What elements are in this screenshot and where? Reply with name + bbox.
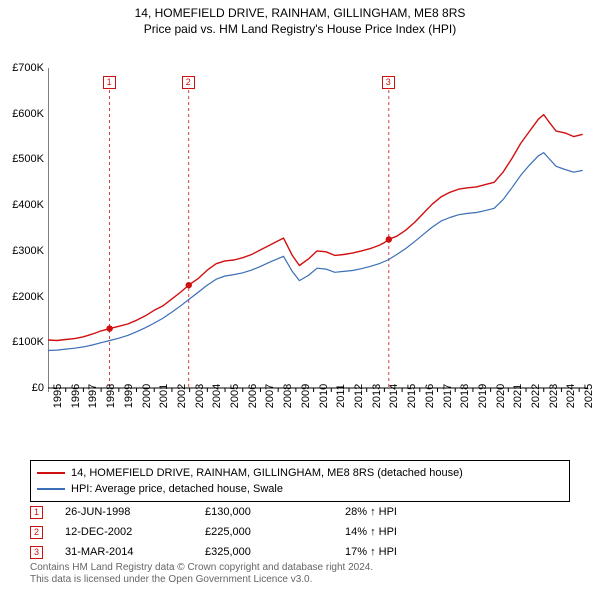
xtick-label: 2010 <box>318 384 330 408</box>
sale-row: 2 12-DEC-2002£225,00014% ↑ HPI <box>30 522 570 542</box>
chart-area <box>48 50 588 420</box>
sale-marker-2: 2 <box>182 76 195 89</box>
xtick-label: 2009 <box>300 384 312 408</box>
title-block: 14, HOMEFIELD DRIVE, RAINHAM, GILLINGHAM… <box>0 0 600 36</box>
xtick-label: 1999 <box>123 384 135 408</box>
xtick-label: 2023 <box>548 384 560 408</box>
ytick-label: £400K <box>12 199 44 211</box>
xtick-label: 2012 <box>353 384 365 408</box>
title-line2: Price paid vs. HM Land Registry's House … <box>0 22 600 36</box>
xtick-label: 2022 <box>530 384 542 408</box>
xtick-label: 2013 <box>371 384 383 408</box>
legend-row: HPI: Average price, detached house, Swal… <box>37 481 563 497</box>
sale-price: £225,000 <box>205 526 345 538</box>
footer: Contains HM Land Registry data © Crown c… <box>30 562 570 586</box>
xtick-label: 2017 <box>442 384 454 408</box>
xtick-label: 1995 <box>52 384 64 408</box>
sale-row-marker: 3 <box>30 546 43 559</box>
ytick-label: £500K <box>12 153 44 165</box>
xtick-label: 2008 <box>282 384 294 408</box>
sales-table: 1 26-JUN-1998£130,00028% ↑ HPI 2 12-DEC-200… <box>30 502 570 562</box>
legend-label: 14, HOMEFIELD DRIVE, RAINHAM, GILLINGHAM… <box>71 467 463 479</box>
chart-container: 14, HOMEFIELD DRIVE, RAINHAM, GILLINGHAM… <box>0 0 600 590</box>
sale-price: £325,000 <box>205 546 345 558</box>
sale-date: 12-DEC-2002 <box>65 526 205 538</box>
xtick-label: 1998 <box>105 384 117 408</box>
ytick-label: £200K <box>12 291 44 303</box>
xtick-label: 2004 <box>211 384 223 408</box>
xtick-label: 1996 <box>70 384 82 408</box>
sale-row: 3 31-MAR-2014£325,00017% ↑ HPI <box>30 542 570 562</box>
chart-svg <box>48 50 588 420</box>
xtick-label: 2011 <box>335 384 347 408</box>
sale-delta: 28% ↑ HPI <box>345 506 485 518</box>
ytick-label: £100K <box>12 336 44 348</box>
xtick-label: 2000 <box>141 384 153 408</box>
sale-row-marker: 1 <box>30 506 43 519</box>
sale-marker-3: 3 <box>382 76 395 89</box>
sale-delta: 17% ↑ HPI <box>345 546 485 558</box>
xtick-label: 1997 <box>87 384 99 408</box>
xtick-label: 2002 <box>176 384 188 408</box>
xtick-label: 2018 <box>459 384 471 408</box>
sale-delta: 14% ↑ HPI <box>345 526 485 538</box>
ytick-label: £300K <box>12 245 44 257</box>
xtick-label: 2015 <box>406 384 418 408</box>
xtick-label: 2001 <box>158 384 170 408</box>
sale-marker-1: 1 <box>103 76 116 89</box>
sale-row-marker: 2 <box>30 526 43 539</box>
legend-swatch <box>37 472 65 474</box>
xtick-label: 2020 <box>495 384 507 408</box>
ytick-label: £600K <box>12 108 44 120</box>
xtick-label: 2003 <box>194 384 206 408</box>
xtick-label: 2005 <box>229 384 241 408</box>
xtick-label: 2024 <box>565 384 577 408</box>
footer-line1: Contains HM Land Registry data © Crown c… <box>30 562 570 574</box>
footer-line2: This data is licensed under the Open Gov… <box>30 574 570 586</box>
xtick-label: 2025 <box>583 384 595 408</box>
sale-date: 26-JUN-1998 <box>65 506 205 518</box>
xtick-label: 2019 <box>477 384 489 408</box>
legend-label: HPI: Average price, detached house, Swal… <box>71 483 283 495</box>
legend-swatch <box>37 488 65 490</box>
sale-row: 1 26-JUN-1998£130,00028% ↑ HPI <box>30 502 570 522</box>
ytick-label: £0 <box>32 382 44 394</box>
sale-price: £130,000 <box>205 506 345 518</box>
sale-date: 31-MAR-2014 <box>65 546 205 558</box>
xtick-label: 2006 <box>247 384 259 408</box>
legend-row: 14, HOMEFIELD DRIVE, RAINHAM, GILLINGHAM… <box>37 465 563 481</box>
title-line1: 14, HOMEFIELD DRIVE, RAINHAM, GILLINGHAM… <box>0 6 600 20</box>
xtick-label: 2016 <box>424 384 436 408</box>
xtick-label: 2014 <box>388 384 400 408</box>
ytick-label: £700K <box>12 62 44 74</box>
legend: 14, HOMEFIELD DRIVE, RAINHAM, GILLINGHAM… <box>30 460 570 502</box>
xtick-label: 2007 <box>264 384 276 408</box>
xtick-label: 2021 <box>512 384 524 408</box>
